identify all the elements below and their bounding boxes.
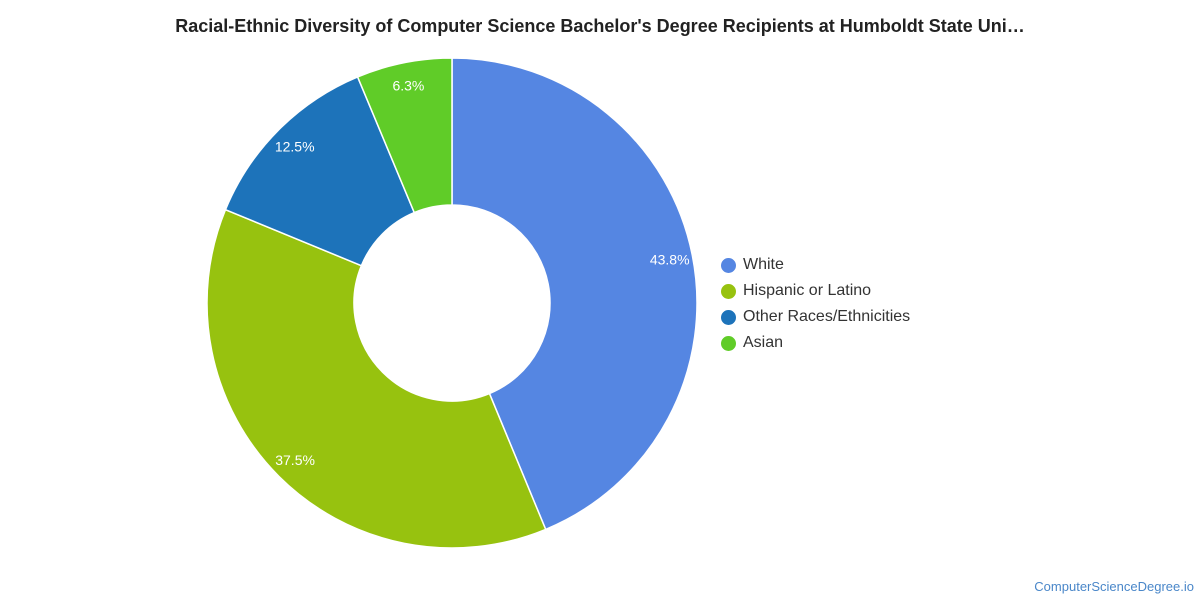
donut-slice-other-races-ethnicities[interactable] <box>224 75 416 267</box>
legend-label-white: White <box>743 256 784 273</box>
legend-label-other-races: Other Races/Ethnicities <box>743 308 911 325</box>
legend-label-hispanic-or-latino: Hispanic or Latino <box>743 282 872 299</box>
chart-legend: White Hispanic or Latino Other Races/Eth… <box>721 252 910 356</box>
legend-swatch-hispanic-or-latino <box>721 283 736 299</box>
legend-swatch-white <box>721 257 736 273</box>
legend-swatch-other-races <box>721 309 736 325</box>
site-watermark[interactable]: ComputerScienceDegree.io <box>1034 579 1194 594</box>
legend-item-asian[interactable]: Asian <box>721 330 910 356</box>
donut-slice-asian[interactable] <box>356 57 453 214</box>
chart-title: Racial-Ethnic Diversity of Computer Scie… <box>175 16 1025 36</box>
donut-slice-white[interactable] <box>451 57 698 531</box>
slice-label-white: 43.8% <box>650 252 690 268</box>
slice-label-hispanic-or-latino: 37.5% <box>275 452 315 468</box>
legend-item-other-races[interactable]: Other Races/Ethnicities <box>721 304 910 330</box>
legend-item-hispanic-or-latino[interactable]: Hispanic or Latino <box>721 278 910 304</box>
legend-label-asian: Asian <box>743 334 784 351</box>
donut-slice-hispanic-or-latino[interactable] <box>206 208 547 549</box>
slice-label-asian: 6.3% <box>392 77 424 93</box>
slice-label-other-races-ethnicities: 12.5% <box>275 138 315 154</box>
legend-item-white[interactable]: White <box>721 252 910 278</box>
legend-swatch-asian <box>721 335 736 351</box>
